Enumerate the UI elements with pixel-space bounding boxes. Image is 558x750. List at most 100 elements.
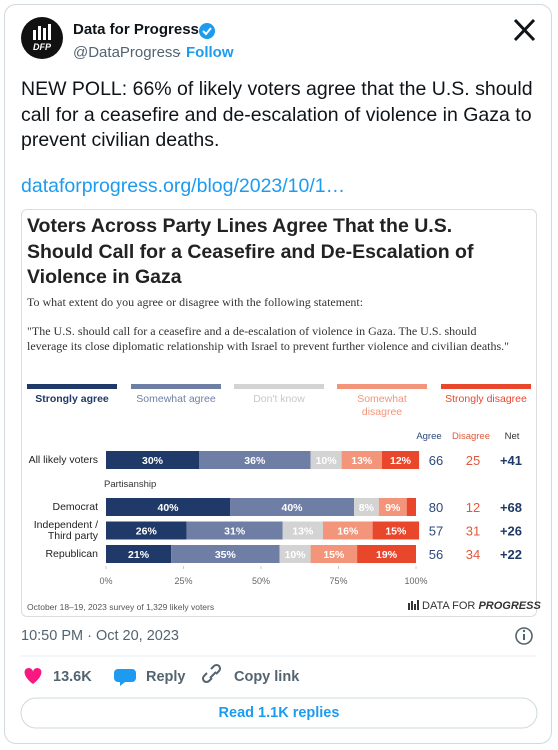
chart-logo: DATA FOR PROGRESS	[422, 600, 541, 612]
like-count[interactable]: 13.6K	[53, 669, 92, 685]
legend-swatch	[441, 384, 531, 389]
bar-segment	[230, 498, 354, 516]
column-header: Disagree	[451, 431, 491, 442]
bar-segment	[372, 521, 420, 540]
bar-segment	[199, 451, 311, 469]
column-header: Agree	[416, 431, 442, 442]
value-label: 30%	[142, 455, 164, 467]
value-label: 31%	[224, 526, 246, 538]
bar-segment	[354, 498, 379, 516]
category-label: Independent / Third party	[33, 518, 98, 542]
timestamp[interactable]: 10:50 PM · Oct 20, 2023	[21, 628, 179, 644]
value-label: 9%	[385, 502, 401, 514]
tweet-link[interactable]: dataforprogress.org/blog/2023/10/1…	[21, 175, 346, 197]
legend-label: Somewhat disagree	[357, 393, 407, 418]
follow-link[interactable]: Follow	[186, 44, 234, 61]
disagree-value: 34	[466, 547, 480, 562]
bar-segment	[106, 521, 187, 540]
separator: ·	[177, 44, 182, 61]
logo-emphasis: PROGRESS	[478, 600, 541, 612]
tweet-card	[4, 4, 552, 744]
value-label: 16%	[337, 526, 359, 538]
value-label: 13%	[292, 526, 314, 538]
column-header: Net	[504, 431, 520, 442]
avatar-text: DFP	[33, 42, 51, 52]
value-label: 40%	[281, 502, 303, 514]
legend-swatch	[234, 384, 324, 389]
bar-segment	[282, 521, 323, 540]
chart-image	[21, 209, 537, 617]
disagree-value: 12	[466, 500, 480, 515]
net-value: +22	[500, 547, 522, 562]
value-label: 10%	[316, 455, 338, 467]
value-label: 13%	[351, 455, 373, 467]
value-label: 19%	[376, 549, 398, 561]
copy-link-button[interactable]: Copy link	[234, 669, 300, 685]
bar-segment	[323, 521, 373, 540]
chart-title: Voters Across Party Lines Agree That the…	[27, 215, 474, 288]
chart-subtitle: To what extent do you agree or disagree …	[27, 295, 364, 309]
handle[interactable]: @DataProgress	[73, 44, 180, 61]
value-label: 12%	[390, 455, 412, 467]
avatar-icon	[33, 24, 51, 40]
bar-segment	[106, 451, 199, 469]
x-tick-label: 50%	[252, 576, 270, 586]
agree-value: 57	[429, 524, 443, 539]
logo-prefix: DATA FOR	[422, 600, 476, 612]
net-value: +41	[500, 453, 522, 468]
legend-swatch	[27, 384, 117, 389]
bar-segment	[310, 451, 342, 469]
disagree-value: 25	[466, 453, 480, 468]
value-label: 21%	[128, 549, 150, 561]
value-label: 10%	[285, 549, 307, 561]
category-label: All likely voters	[28, 453, 98, 466]
value-label: 8%	[359, 502, 375, 514]
chart-logo-icon	[408, 600, 419, 610]
value-label: 15%	[323, 549, 345, 561]
agree-value: 66	[429, 453, 443, 468]
read-replies-label[interactable]: Read 1.1K replies	[218, 705, 340, 721]
legend-swatch	[337, 384, 427, 389]
bar-segment	[106, 545, 172, 563]
verified-badge	[199, 23, 215, 39]
avatar	[21, 17, 63, 59]
value-label: 35%	[215, 549, 237, 561]
legend-label: Strongly agree	[35, 393, 109, 405]
bar-segment	[378, 498, 407, 516]
x-tick-label: 25%	[174, 576, 192, 586]
reply-icon[interactable]	[114, 669, 136, 686]
bar-segment	[171, 545, 280, 563]
agree-value: 56	[429, 547, 443, 562]
value-label: 26%	[136, 526, 158, 538]
agree-value: 80	[429, 500, 443, 515]
value-label: 36%	[244, 455, 266, 467]
bar-segment	[381, 451, 420, 469]
value-label: 40%	[157, 502, 179, 514]
link-icon[interactable]	[201, 663, 222, 684]
like-icon[interactable]	[24, 668, 42, 684]
info-icon[interactable]	[515, 627, 533, 645]
bar-segment	[357, 545, 416, 563]
x-tick-label: 0%	[99, 576, 112, 586]
value-label: 15%	[385, 526, 407, 538]
bar-segment	[186, 521, 283, 540]
x-tick-label: 100%	[404, 576, 427, 586]
disagree-value: 31	[466, 524, 480, 539]
bar-segment	[310, 545, 358, 563]
category-label: Democrat	[52, 500, 98, 513]
legend-label: Don't know	[253, 393, 305, 405]
bar-segment	[106, 498, 230, 516]
bar-segment	[279, 545, 311, 563]
x-tick-label: 75%	[329, 576, 347, 586]
group-label: Partisanship	[104, 479, 157, 490]
author-name[interactable]: Data for Progress	[73, 21, 199, 38]
net-value: +68	[500, 500, 522, 515]
x-logo	[513, 18, 536, 42]
bar-segment	[341, 451, 382, 469]
reply-button[interactable]: Reply	[146, 669, 186, 685]
legend-swatch	[131, 384, 221, 389]
chart-statement: "The U.S. should call for a ceasefire an…	[27, 324, 510, 353]
read-replies-button[interactable]	[20, 697, 538, 729]
